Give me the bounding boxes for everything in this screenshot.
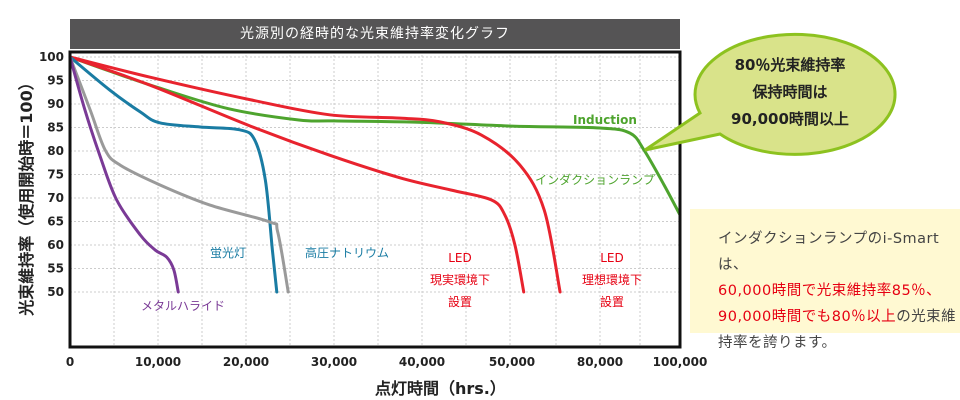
note-highlight: 90,000時間でも80％以上 [718,309,897,325]
note-box: インダクションランプのi-Smartは、 60,000時間で光束維持率85％、 … [690,209,960,351]
callout-line: 80％光束維持率 [734,56,846,74]
y-tick-label: 95 [47,74,64,88]
series-line [68,55,279,294]
series-annotation: 設置 [448,294,472,309]
series-line [68,55,290,294]
x-tick-label: 10,000 [135,355,181,369]
x-tick-label: 80,000 [577,355,623,369]
y-tick-label: 75 [47,168,64,182]
note-text: の光束維持率を誇ります。 [718,309,957,351]
note-text: インダクションランプのi-Smartは、 [718,231,940,273]
series-annotation: LED [600,251,624,265]
y-tick-label: 60 [47,238,64,252]
y-tick-label: 80 [47,144,64,158]
callout-bubble [644,32,897,156]
y-tick-label: 55 [47,262,64,276]
y-tick-label: 85 [47,121,64,135]
grid [70,55,680,345]
tick-labels: 100 95 90 85 80 75 70 65 60 55 50 0 10,000 20,000 30,0… [39,50,707,369]
y-axis-label: 光束維持率（使用開始時＝100） [17,74,36,316]
series-line [68,55,526,294]
callout-line: 保持時間は [752,83,828,101]
y-tick-label: 70 [47,191,64,205]
series-annotation: メタルハライド [141,299,225,313]
callout-line: 90,000時間以上 [731,110,849,128]
series-annotation: 現実環境下 [430,272,490,287]
x-tick-label: 100,000 [653,355,708,369]
series-annotation: 高圧ナトリウム [305,245,389,260]
series-annotation: 設置 [600,294,624,309]
series-annotation: 理想環境下 [582,272,642,287]
x-tick-label: 0 [66,355,74,369]
x-tick-label: 40,000 [399,355,445,369]
chart-title: 光源別の経時的な光束維持率変化グラフ [70,19,680,49]
series-lines [68,55,682,294]
x-tick-label: 30,000 [311,355,357,369]
plot-frame [68,50,682,349]
x-tick-label: 50,000 [489,355,535,369]
series-annotation: Induction [573,113,637,127]
y-tick-label: 100 [39,50,64,64]
series-annotation: LED [448,251,472,265]
y-tick-label: 65 [47,215,64,229]
y-tick-label: 90 [47,97,64,111]
x-tick-label: 20,000 [223,355,269,369]
x-axis-label: 点灯時間（hrs.） [375,379,506,398]
series-annotation: 蛍光灯 [210,246,246,260]
series-annotation: インダクションランプ [535,172,655,187]
note-highlight: 60,000時間で光束維持率85％、 [718,283,942,299]
callout-text: 80％光束維持率 保持時間は 90,000時間以上 [700,52,880,133]
series-line [68,55,562,294]
series-line [68,55,180,294]
y-tick-label: 50 [47,285,64,299]
